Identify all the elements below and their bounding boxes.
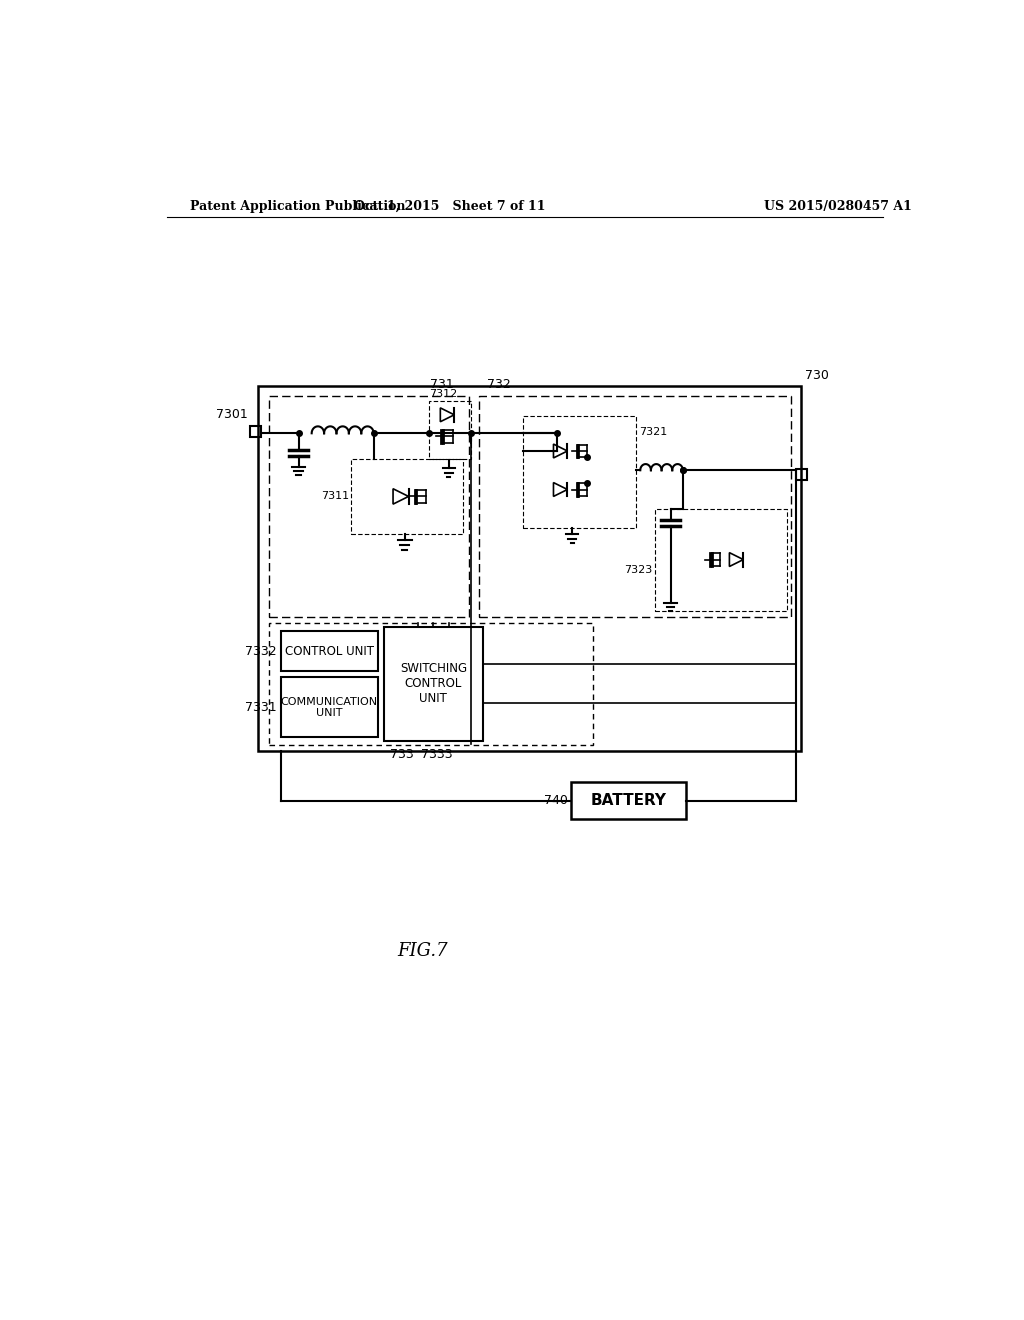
Bar <box>269 623 593 744</box>
Text: Patent Application Publication: Patent Application Publication <box>190 199 406 213</box>
Text: 740: 740 <box>544 795 567 807</box>
Text: 7311: 7311 <box>321 491 349 502</box>
Bar <box>269 396 469 616</box>
Bar <box>281 677 378 738</box>
Bar <box>250 426 260 437</box>
Bar <box>384 627 483 741</box>
Text: 7323: 7323 <box>625 565 652 576</box>
Bar <box>655 508 786 611</box>
Text: 7333: 7333 <box>422 748 453 760</box>
Text: SWITCHING
CONTROL
UNIT: SWITCHING CONTROL UNIT <box>399 663 467 705</box>
Text: 7331: 7331 <box>245 701 276 714</box>
Text: CONTROL UNIT: CONTROL UNIT <box>285 644 374 657</box>
Bar <box>479 396 792 616</box>
Bar <box>523 416 636 528</box>
Bar <box>429 401 471 459</box>
Text: 7312: 7312 <box>429 388 457 399</box>
Text: 730: 730 <box>805 368 828 381</box>
Bar <box>351 459 463 535</box>
Bar <box>258 385 801 751</box>
Text: 733: 733 <box>390 748 415 760</box>
Text: 732: 732 <box>486 378 511 391</box>
Text: 731: 731 <box>430 378 454 391</box>
Text: 7321: 7321 <box>639 426 667 437</box>
Text: 7301: 7301 <box>216 408 248 421</box>
Bar <box>571 781 686 818</box>
Text: 7332: 7332 <box>245 644 276 657</box>
Text: COMMUNICATION
UNIT: COMMUNICATION UNIT <box>281 697 378 718</box>
Text: US 2015/0280457 A1: US 2015/0280457 A1 <box>764 199 911 213</box>
Bar <box>796 470 807 480</box>
Text: Oct. 1, 2015   Sheet 7 of 11: Oct. 1, 2015 Sheet 7 of 11 <box>354 199 546 213</box>
Text: FIG.7: FIG.7 <box>397 942 447 961</box>
Bar <box>281 631 378 671</box>
Text: BATTERY: BATTERY <box>591 793 667 808</box>
